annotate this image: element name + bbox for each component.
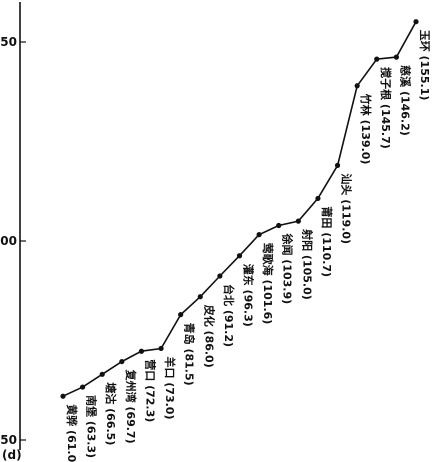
data-point	[60, 393, 66, 399]
data-label: 台北 (91.2)	[222, 284, 236, 347]
data-label: 莺歌海 (101.6)	[261, 243, 275, 325]
data-point	[374, 56, 380, 62]
data-label: 射阳 (105.0)	[300, 228, 314, 300]
y-axis-unit: (d)	[2, 448, 22, 462]
data-point	[158, 345, 164, 352]
data-label: 竹林 (139.0)	[359, 93, 373, 165]
data-label: 黄骅 (61.0)	[65, 404, 79, 462]
data-label: 慈溪 (146.2)	[398, 65, 412, 136]
data-label: 玉环 (155.1)	[418, 30, 431, 101]
data-point	[80, 384, 86, 390]
y-tick-label: 100	[0, 234, 17, 248]
data-point	[315, 195, 321, 202]
data-label: 汕头 (119.0)	[340, 173, 354, 244]
data-point	[413, 19, 419, 25]
data-point	[197, 294, 203, 300]
data-point	[99, 371, 105, 377]
data-point	[295, 218, 301, 224]
data-point	[256, 232, 262, 238]
data-label: 羊口 (73.0)	[163, 356, 177, 419]
data-points	[60, 19, 419, 399]
data-label: 徐闻 (103.9)	[281, 232, 295, 304]
data-label: 南堡 (63.3)	[85, 395, 99, 458]
data-label: 营口 (72.3)	[143, 359, 157, 422]
data-point	[334, 162, 341, 168]
data-point	[119, 358, 125, 365]
data-point	[236, 253, 243, 259]
data-label: 青岛 (81.5)	[183, 323, 197, 386]
data-label: 莆田 (110.7)	[320, 206, 334, 277]
series-line	[62, 21, 417, 397]
data-label: 复州湾 (69.7)	[124, 369, 138, 444]
data-point	[138, 348, 145, 354]
data-label: 皮化 (86.0)	[202, 304, 216, 368]
y-tick-label: 50	[0, 433, 17, 447]
data-label: 灌东 (96.3)	[242, 264, 256, 327]
data-labels: 黄骅 (61.0) 南堡 (63.3) 塘沽 (66.5) 复州湾 (69.7) 营口 …	[65, 30, 431, 462]
data-point	[178, 312, 184, 318]
data-label: 塘沽 (66.5)	[104, 382, 118, 445]
y-tick-label: 150	[0, 35, 17, 49]
data-point	[217, 273, 223, 279]
data-point	[393, 54, 399, 60]
data-point	[276, 222, 282, 229]
y-axis-ticks: 50 100 150	[0, 35, 26, 447]
data-label: 搅子根 (145.7)	[379, 67, 393, 149]
data-point	[354, 83, 360, 89]
